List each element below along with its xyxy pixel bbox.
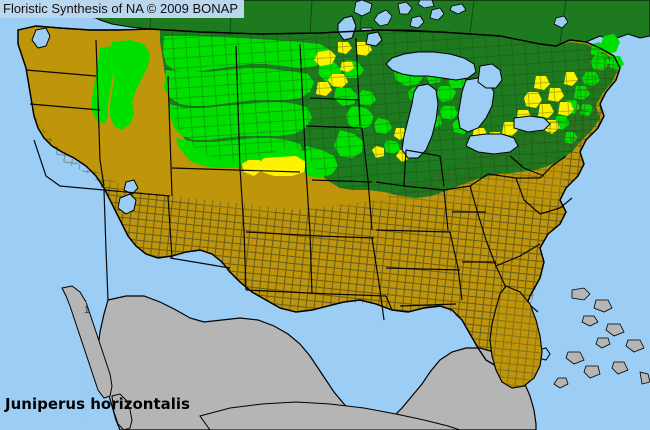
county-texture-north	[160, 30, 618, 198]
great-lakes	[31, 15, 551, 361]
lake-superior	[385, 51, 477, 81]
map-title: Floristic Synthesis of NA © 2009 BONAP	[0, 0, 245, 18]
puget-sound	[31, 27, 51, 49]
great-salt-lake	[117, 193, 137, 215]
point-marker-label: 1	[84, 305, 90, 316]
state-borders	[25, 37, 573, 321]
region-baja	[61, 285, 113, 399]
region-bahamas	[553, 287, 650, 389]
lake-winnipeg	[337, 15, 357, 41]
lake-ontario	[513, 115, 551, 133]
florida-county-texture	[490, 286, 542, 388]
georgian-bay	[477, 63, 503, 89]
region-cuba	[199, 401, 461, 430]
species-name-label: Juniperus horizontalis	[5, 395, 190, 413]
lake-erie	[465, 133, 519, 155]
lake-michigan	[401, 83, 439, 159]
conus-outline	[17, 25, 621, 367]
lake-pend-oreille	[123, 179, 139, 195]
region-baja-south	[111, 393, 133, 430]
lake-of-the-woods	[365, 31, 383, 47]
